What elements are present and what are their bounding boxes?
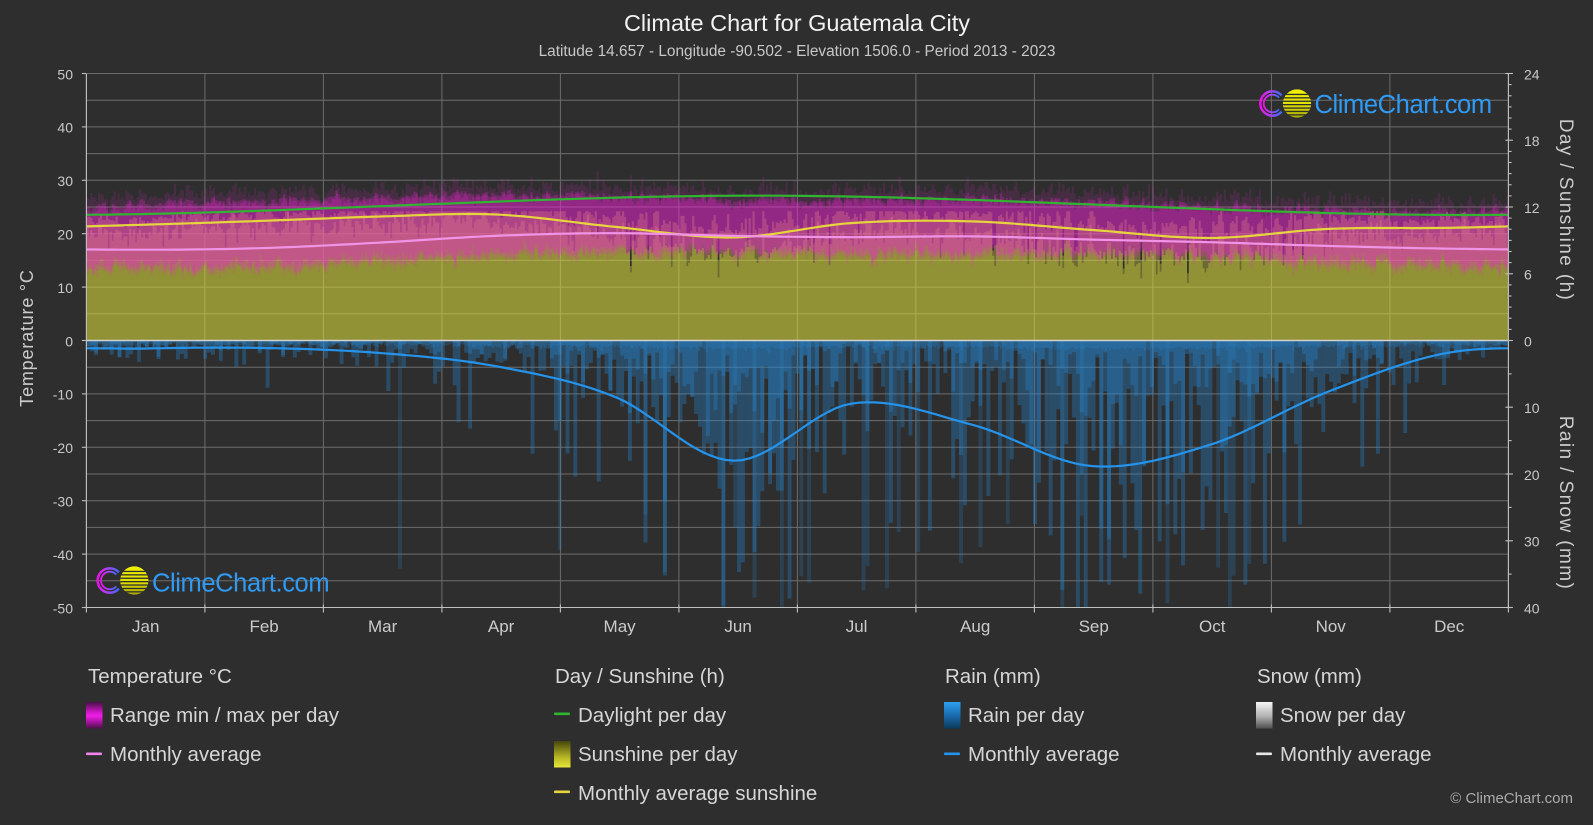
svg-text:Snow (mm): Snow (mm) — [1257, 665, 1362, 688]
svg-text:40: 40 — [1524, 600, 1540, 616]
svg-text:Apr: Apr — [488, 617, 515, 636]
svg-text:Jan: Jan — [132, 617, 159, 636]
svg-text:Jul: Jul — [846, 617, 868, 636]
svg-text:Day / Sunshine (h): Day / Sunshine (h) — [1555, 119, 1576, 302]
svg-text:-50: -50 — [53, 600, 73, 616]
svg-text:Monthly average: Monthly average — [110, 743, 262, 766]
svg-text:Oct: Oct — [1199, 617, 1226, 636]
svg-text:Dec: Dec — [1434, 617, 1465, 636]
svg-text:ClimeChart.com: ClimeChart.com — [152, 570, 329, 598]
svg-text:30: 30 — [57, 173, 73, 189]
svg-text:18: 18 — [1524, 133, 1540, 149]
svg-text:Monthly average sunshine: Monthly average sunshine — [578, 782, 817, 805]
svg-text:-30: -30 — [53, 494, 73, 510]
svg-text:May: May — [604, 617, 637, 636]
svg-text:20: 20 — [57, 227, 73, 243]
svg-text:Sep: Sep — [1079, 617, 1109, 636]
svg-text:Day / Sunshine (h): Day / Sunshine (h) — [555, 665, 725, 688]
svg-text:Monthly average: Monthly average — [968, 743, 1120, 766]
svg-text:20: 20 — [1524, 467, 1540, 483]
svg-text:6: 6 — [1524, 267, 1532, 283]
svg-text:Latitude 14.657 - Longitude -9: Latitude 14.657 - Longitude -90.502 - El… — [539, 43, 1056, 60]
svg-text:-10: -10 — [53, 387, 73, 403]
svg-text:30: 30 — [1524, 534, 1540, 550]
svg-text:10: 10 — [57, 280, 73, 296]
svg-text:ClimeChart.com: ClimeChart.com — [1315, 91, 1492, 119]
svg-text:Rain per day: Rain per day — [968, 704, 1085, 727]
svg-text:Snow per day: Snow per day — [1280, 704, 1406, 727]
svg-text:40: 40 — [57, 120, 73, 136]
svg-text:10: 10 — [1524, 400, 1540, 416]
svg-text:Mar: Mar — [368, 617, 398, 636]
svg-text:Sunshine per day: Sunshine per day — [578, 743, 738, 766]
svg-text:Nov: Nov — [1316, 617, 1347, 636]
svg-text:Temperature °C: Temperature °C — [88, 665, 232, 688]
svg-text:Temperature °C: Temperature °C — [17, 269, 37, 406]
svg-text:Feb: Feb — [249, 617, 278, 636]
svg-text:Range min / max per day: Range min / max per day — [110, 704, 340, 727]
svg-text:-40: -40 — [53, 547, 73, 563]
svg-text:Climate Chart for Guatemala Ci: Climate Chart for Guatemala City — [624, 10, 970, 36]
svg-text:Rain (mm): Rain (mm) — [945, 665, 1041, 688]
svg-text:50: 50 — [57, 66, 73, 82]
svg-text:-20: -20 — [53, 440, 73, 456]
svg-text:0: 0 — [65, 333, 73, 349]
svg-text:0: 0 — [1524, 333, 1532, 349]
svg-text:Jun: Jun — [724, 617, 751, 636]
svg-text:Aug: Aug — [960, 617, 990, 636]
svg-text:12: 12 — [1524, 200, 1540, 216]
svg-text:Monthly average: Monthly average — [1280, 743, 1432, 766]
svg-text:Rain / Snow (mm): Rain / Snow (mm) — [1555, 416, 1576, 590]
svg-text:Daylight per day: Daylight per day — [578, 704, 727, 727]
svg-text:24: 24 — [1524, 66, 1540, 82]
svg-text:© ClimeChart.com: © ClimeChart.com — [1450, 790, 1573, 807]
